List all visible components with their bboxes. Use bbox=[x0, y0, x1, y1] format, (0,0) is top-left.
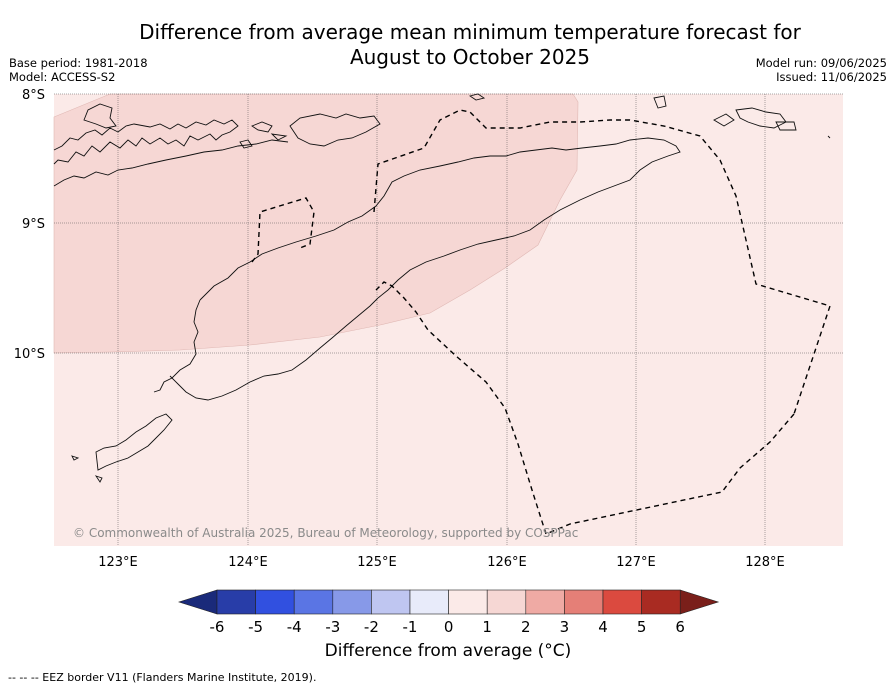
coast-islet-a bbox=[251, 121, 273, 133]
colorbar-swatch bbox=[525, 589, 565, 615]
coast-flores-alor bbox=[53, 119, 239, 165]
copyright-notice: © Commonwealth of Australia 2025, Bureau… bbox=[73, 526, 579, 540]
map-panel bbox=[53, 93, 843, 546]
lat-axis-labels: 8°S 9°S 10°S bbox=[14, 88, 45, 362]
colorbar-tick-label: 1 bbox=[482, 618, 492, 636]
eez-footnote: -- -- -- EEZ border V11 (Flanders Marine… bbox=[8, 671, 317, 684]
colorbar-tick-label: 2 bbox=[521, 618, 531, 636]
model-name: Model: ACCESS-S2 bbox=[9, 70, 116, 84]
lat-label-8s: 8°S bbox=[22, 88, 45, 103]
issued-date: Issued: 11/06/2025 bbox=[776, 70, 887, 84]
colorbar-swatch bbox=[448, 589, 488, 615]
coast-islet-b bbox=[289, 113, 381, 147]
base-period: Base period: 1981-2018 bbox=[9, 56, 148, 70]
coast-islet-d bbox=[239, 139, 253, 149]
coast-islet-g bbox=[713, 113, 735, 127]
colorbar-swatch bbox=[216, 589, 256, 615]
title-line-2: August to October 2025 bbox=[349, 45, 591, 69]
colorbar-tick-label: 5 bbox=[637, 618, 647, 636]
colorbar-tick-label: 6 bbox=[675, 618, 685, 636]
chart-title: Difference from average mean minimum tem… bbox=[0, 20, 896, 70]
colorbar-tick-label: -6 bbox=[210, 618, 225, 636]
coast-timor-south bbox=[169, 297, 379, 401]
coast-islet-f bbox=[94, 475, 103, 483]
colorbar-swatch bbox=[602, 589, 642, 615]
colorbar-swatch bbox=[371, 589, 411, 615]
meta-right: Model run: 09/06/2025 Issued: 11/06/2025 bbox=[756, 56, 887, 84]
colorbar-tick-label: -1 bbox=[403, 618, 418, 636]
lon-label-124e: 124°E bbox=[228, 555, 268, 570]
colorbar-tick-label: -2 bbox=[364, 618, 379, 636]
coast-islet-i bbox=[775, 121, 797, 131]
coast-timor-north bbox=[199, 137, 681, 301]
colorbar-tick-label: 4 bbox=[598, 618, 608, 636]
coast-islet-c bbox=[270, 133, 288, 141]
coast-rote bbox=[95, 413, 173, 471]
coast-islet-k bbox=[827, 135, 831, 139]
gridlines bbox=[54, 93, 843, 546]
coast-islet-h bbox=[735, 107, 787, 129]
region-1-2 bbox=[53, 93, 579, 354]
colorbar: -6 -5 -4 -3 -2 -1 0 1 2 3 4 5 6 bbox=[178, 589, 720, 636]
model-run: Model run: 09/06/2025 bbox=[755, 56, 887, 70]
colorbar-swatch bbox=[564, 589, 604, 615]
meta-left: Base period: 1981-2018 Model: ACCESS-S2 bbox=[9, 56, 148, 84]
lon-label-128e: 128°E bbox=[745, 555, 785, 570]
colorbar-swatch bbox=[255, 589, 295, 615]
coast-islet-e bbox=[71, 455, 80, 461]
eez-borders bbox=[251, 109, 831, 535]
coast-pantar bbox=[83, 103, 117, 129]
lat-label-10s: 10°S bbox=[14, 347, 45, 362]
coast-wetar-east bbox=[653, 95, 667, 109]
colorbar-tick-label: -3 bbox=[325, 618, 340, 636]
lat-label-9s: 9°S bbox=[22, 217, 45, 232]
coast-islet-j bbox=[468, 93, 486, 101]
coastlines bbox=[53, 93, 831, 483]
colorbar-swatch bbox=[332, 589, 372, 615]
colorbar-swatch bbox=[293, 589, 334, 615]
colorbar-extend-high bbox=[679, 589, 720, 615]
colorbar-swatch bbox=[641, 589, 681, 615]
colorbar-tick-label: -4 bbox=[287, 618, 302, 636]
lon-label-125e: 125°E bbox=[357, 555, 397, 570]
colorbar-tick-label: -5 bbox=[248, 618, 263, 636]
colorbar-swatch bbox=[409, 589, 449, 615]
lon-label-123e: 123°E bbox=[98, 555, 138, 570]
coast-mainland-west bbox=[53, 139, 289, 187]
colorbar-tick-label: 3 bbox=[560, 618, 570, 636]
colorbar-label: Difference from average (°C) bbox=[324, 641, 572, 661]
colorbar-tick-label: 0 bbox=[444, 618, 454, 636]
colorbar-swatch bbox=[486, 589, 527, 615]
title-line-1: Difference from average mean minimum tem… bbox=[139, 20, 801, 44]
lon-label-127e: 127°E bbox=[616, 555, 656, 570]
colorbar-extend-low bbox=[178, 589, 218, 615]
lon-axis-labels: 123°E 124°E 125°E 126°E 127°E 128°E bbox=[98, 555, 785, 570]
coast-timor-west bbox=[153, 299, 201, 393]
lon-label-126e: 126°E bbox=[487, 555, 527, 570]
eez-border-east bbox=[375, 281, 795, 535]
